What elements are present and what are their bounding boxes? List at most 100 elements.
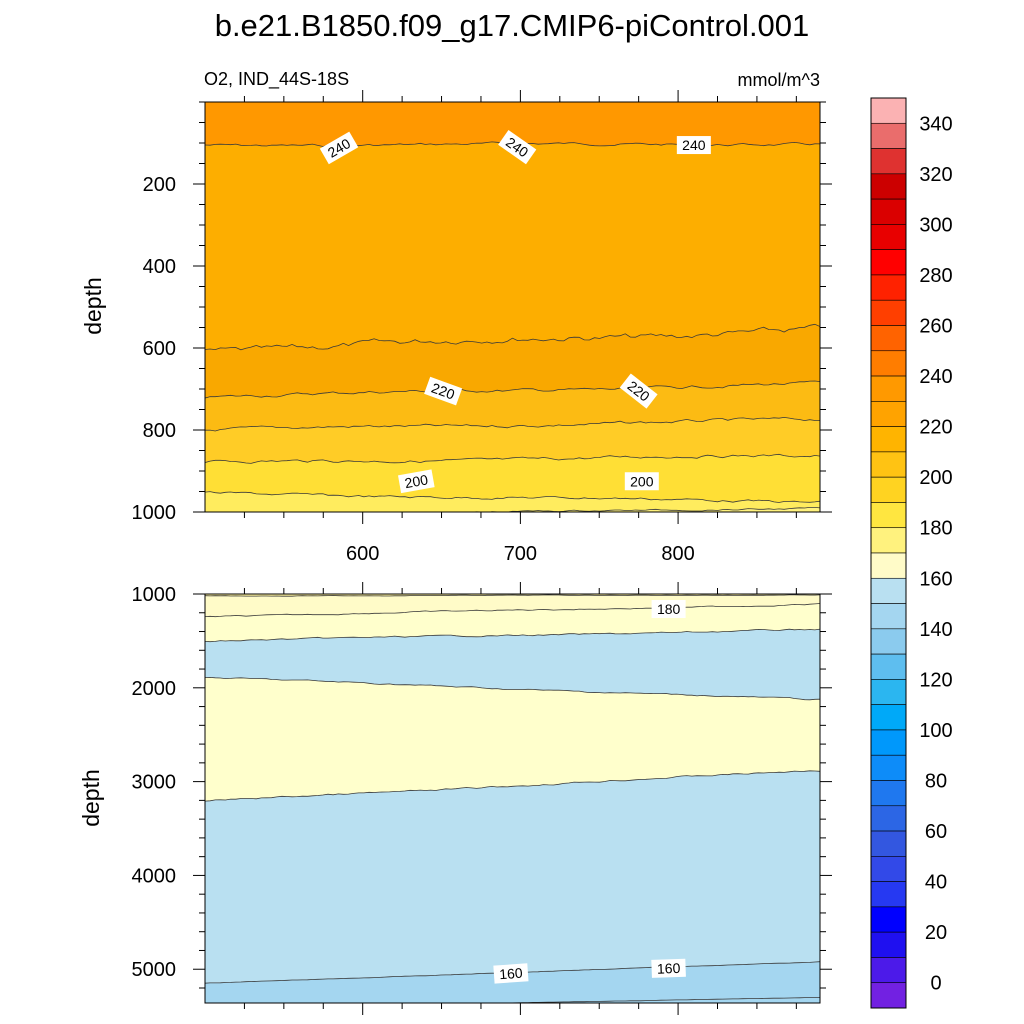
y-tick-label: 1000 bbox=[132, 502, 177, 524]
colorbar-swatch bbox=[870, 704, 907, 731]
colorbar-swatch bbox=[870, 401, 907, 427]
colorbar-swatch bbox=[870, 982, 907, 1009]
colorbar-swatch bbox=[870, 906, 907, 933]
contour-label-text: 240 bbox=[682, 137, 706, 153]
colorbar-swatch bbox=[870, 426, 907, 453]
colorbar-label: 260 bbox=[919, 316, 952, 338]
contour-line-180 bbox=[205, 603, 820, 618]
contour-label-text: 160 bbox=[657, 960, 681, 977]
lower-ylabel: depth bbox=[78, 769, 104, 827]
colorbar-swatch bbox=[870, 931, 907, 958]
colorbar-swatch bbox=[870, 502, 907, 529]
colorbar-swatch bbox=[870, 97, 907, 124]
figure-title: b.e21.B1850.f09_g17.CMIP6-piControl.001 bbox=[215, 8, 810, 43]
y-tick-label: 3000 bbox=[132, 772, 177, 794]
contour-band-235 bbox=[205, 102, 820, 350]
colorbar: 0 20 40 60 80 100 120 140 160 180 200 220 240 260 280 3… bbox=[870, 97, 953, 1009]
colorbar-swatch bbox=[870, 249, 907, 276]
colorbar-swatch bbox=[870, 148, 907, 175]
y-tick-label: 2000 bbox=[132, 678, 177, 700]
contour-label-text: 180 bbox=[657, 601, 681, 617]
contour-line-190 bbox=[205, 594, 820, 597]
colorbar-label: 340 bbox=[919, 113, 952, 135]
contour-line-220 bbox=[205, 416, 820, 432]
colorbar-swatch bbox=[870, 653, 907, 680]
contour-label-160: 160 bbox=[651, 958, 686, 978]
colorbar-label: 20 bbox=[925, 922, 947, 944]
colorbar-swatch bbox=[870, 299, 907, 326]
contour-band-180 bbox=[205, 594, 820, 617]
colorbar-label: 320 bbox=[919, 164, 952, 186]
y-tick-label: 1000 bbox=[132, 584, 177, 606]
colorbar-label: 280 bbox=[919, 265, 952, 287]
colorbar-swatch bbox=[870, 881, 907, 908]
contour-line-170 bbox=[205, 770, 820, 802]
colorbar-swatch bbox=[870, 577, 907, 604]
colorbar-label: 100 bbox=[919, 720, 952, 742]
colorbar-swatch bbox=[870, 552, 907, 579]
variable-label: O2, IND_44S-18S bbox=[204, 69, 349, 90]
contour-line-210 bbox=[205, 453, 820, 464]
colorbar-swatch bbox=[870, 173, 907, 200]
colorbar-swatch bbox=[870, 198, 907, 225]
colorbar-label: 120 bbox=[919, 669, 952, 691]
colorbar-label: 220 bbox=[919, 417, 952, 439]
colorbar-label: 80 bbox=[925, 771, 947, 793]
contour-label-200: 200 bbox=[624, 472, 659, 491]
contour-label-text: 200 bbox=[403, 471, 429, 491]
contour-label-text: 220 bbox=[429, 380, 457, 403]
panel-frame bbox=[204, 593, 821, 1004]
contour-label-text: 160 bbox=[499, 965, 524, 983]
contour-line-225 bbox=[205, 380, 820, 399]
colorbar-swatch bbox=[870, 957, 907, 984]
units-label: mmol/m^3 bbox=[738, 70, 820, 90]
colorbar-label: 0 bbox=[930, 973, 941, 995]
colorbar-label: 240 bbox=[919, 366, 952, 388]
x-tick-label: 800 bbox=[661, 543, 694, 565]
colorbar-label: 180 bbox=[919, 518, 952, 540]
contour-label-240: 240 bbox=[676, 136, 711, 155]
colorbar-swatch bbox=[870, 830, 907, 857]
contour-label-180: 180 bbox=[651, 600, 686, 619]
colorbar-label: 40 bbox=[925, 872, 947, 894]
contour-line-200 bbox=[205, 491, 820, 503]
colorbar-swatch bbox=[870, 325, 907, 352]
colorbar-swatch bbox=[870, 603, 907, 630]
y-tick-label: 5000 bbox=[132, 959, 177, 981]
y-tick-label: 200 bbox=[143, 174, 176, 196]
y-tick-label: 800 bbox=[143, 420, 176, 442]
contour-label-220: 220 bbox=[424, 376, 463, 406]
colorbar-swatch bbox=[870, 679, 907, 705]
colorbar-swatch bbox=[870, 780, 907, 807]
x-tick-label: 700 bbox=[504, 543, 537, 565]
contour-label-text: 200 bbox=[630, 473, 654, 489]
colorbar-swatch bbox=[870, 527, 907, 554]
contour-line-170 bbox=[205, 676, 820, 701]
colorbar-label: 300 bbox=[919, 214, 952, 236]
colorbar-swatch bbox=[870, 805, 907, 832]
colorbar-label: 200 bbox=[919, 467, 952, 489]
colorbar-swatch bbox=[870, 224, 907, 250]
colorbar-swatch bbox=[870, 476, 907, 503]
colorbar-swatch bbox=[870, 729, 907, 756]
colorbar-swatch bbox=[870, 122, 907, 149]
contour-band-240 bbox=[205, 102, 820, 147]
y-tick-label: 600 bbox=[143, 338, 176, 360]
upper-ylabel: depth bbox=[80, 277, 106, 335]
lower-panel: 180 160 160 1000 2000 3000 4000 5000 bbox=[132, 582, 832, 1015]
colorbar-swatch bbox=[870, 856, 907, 882]
colorbar-label: 140 bbox=[919, 619, 952, 641]
y-tick-label: 400 bbox=[143, 256, 176, 278]
colorbar-swatch bbox=[870, 451, 907, 478]
colorbar-swatch bbox=[870, 350, 907, 377]
colorbar-label: 160 bbox=[919, 568, 952, 590]
colorbar-frame bbox=[870, 97, 907, 1009]
contour-line-170 bbox=[205, 628, 820, 643]
y-tick-label: 4000 bbox=[132, 865, 177, 887]
colorbar-swatch bbox=[870, 754, 907, 781]
colorbar-swatch bbox=[870, 375, 907, 402]
contour-line-190 bbox=[450, 507, 820, 512]
colorbar-label: 60 bbox=[925, 821, 947, 843]
